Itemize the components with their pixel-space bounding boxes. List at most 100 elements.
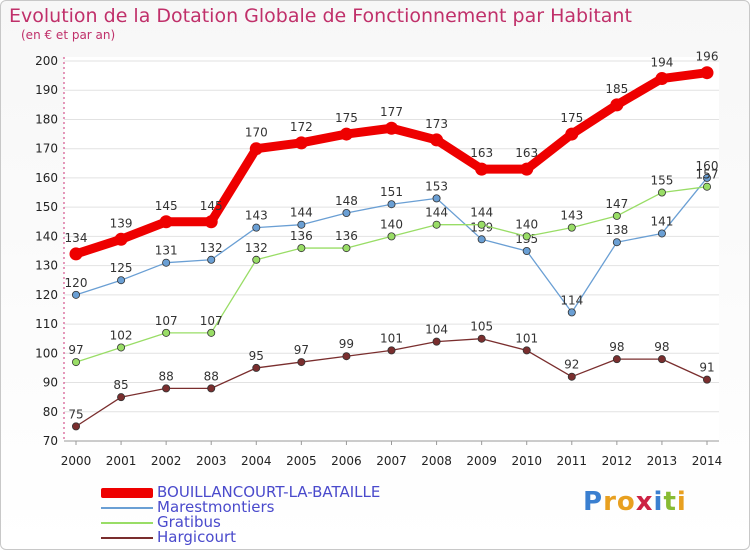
data-point — [432, 337, 441, 346]
data-label: 131 — [155, 244, 178, 258]
logo-letter: P — [583, 487, 604, 517]
data-point — [612, 238, 621, 247]
data-point — [342, 244, 351, 253]
x-tick-label: 2004 — [241, 454, 272, 468]
data-point — [477, 220, 486, 229]
data-label: 105 — [470, 320, 493, 334]
data-point — [703, 375, 712, 384]
data-label: 148 — [335, 194, 358, 208]
data-point — [567, 372, 576, 381]
data-label: 85 — [113, 378, 128, 392]
data-point — [385, 121, 398, 135]
y-tick-label: 140 — [35, 229, 58, 243]
y-tick-label: 70 — [43, 434, 58, 448]
data-point — [252, 363, 261, 372]
data-point — [207, 255, 216, 264]
data-point — [117, 343, 126, 352]
proxiti-logo: Proxiti — [583, 487, 687, 517]
y-tick-label: 190 — [35, 83, 58, 97]
data-point — [162, 258, 171, 267]
data-label: 140 — [380, 217, 403, 231]
data-point — [657, 188, 666, 197]
data-point — [520, 162, 534, 176]
data-label: 99 — [339, 337, 354, 351]
data-label: 136 — [290, 229, 313, 243]
y-tick-label: 100 — [35, 346, 58, 360]
x-tick-label: 2006 — [331, 454, 362, 468]
data-point — [522, 246, 531, 255]
data-point — [387, 232, 396, 241]
data-point — [522, 346, 531, 355]
data-label: 88 — [159, 369, 174, 383]
data-point — [342, 352, 351, 361]
data-point — [342, 208, 351, 217]
legend-label: Marestmontiers — [157, 498, 275, 516]
logo-letter: r — [603, 487, 617, 517]
data-label: 132 — [200, 241, 223, 255]
data-label: 97 — [68, 343, 83, 357]
x-tick-label: 2012 — [602, 454, 633, 468]
data-point — [297, 244, 306, 253]
data-label: 143 — [245, 209, 268, 223]
data-label: 91 — [699, 361, 714, 375]
data-label: 147 — [605, 197, 628, 211]
data-label: 185 — [605, 82, 628, 96]
data-point — [432, 194, 441, 203]
data-point — [432, 220, 441, 229]
data-point — [207, 384, 216, 393]
x-tick-label: 2013 — [647, 454, 678, 468]
data-label: 107 — [200, 314, 223, 328]
data-label: 98 — [609, 340, 624, 354]
data-label: 138 — [605, 223, 628, 237]
data-label: 153 — [425, 179, 448, 193]
data-label: 98 — [654, 340, 669, 354]
y-tick-label: 120 — [35, 288, 58, 302]
x-tick-label: 2001 — [106, 454, 137, 468]
data-point — [114, 232, 128, 246]
logo-letter: i — [653, 487, 664, 517]
x-tick-label: 2010 — [511, 454, 542, 468]
data-point — [69, 247, 83, 261]
x-tick-label: 2009 — [466, 454, 497, 468]
data-label: 114 — [560, 293, 583, 307]
data-label: 143 — [560, 209, 583, 223]
y-tick-label: 200 — [35, 54, 58, 68]
data-point — [612, 355, 621, 364]
data-point — [72, 358, 81, 367]
data-label: 177 — [380, 105, 403, 119]
data-label: 75 — [68, 407, 83, 421]
plot-area — [64, 57, 719, 441]
data-point — [655, 72, 669, 86]
data-point — [430, 133, 444, 147]
data-label: 145 — [200, 199, 223, 213]
data-point — [72, 290, 81, 299]
legend-swatch — [101, 488, 153, 498]
data-point — [703, 182, 712, 191]
data-point — [475, 162, 489, 176]
data-label: 140 — [515, 217, 538, 231]
line-chart: 7080901001101201301401501601701801902002… — [35, 50, 723, 468]
data-point — [297, 358, 306, 367]
chart-subtitle: (en € et par an) — [21, 28, 116, 42]
chart-title: Evolution de la Dotation Globale de Fonc… — [9, 5, 632, 27]
data-label: 175 — [335, 111, 358, 125]
y-tick-label: 170 — [35, 142, 58, 156]
data-point — [297, 220, 306, 229]
data-label: 157 — [696, 168, 719, 182]
legend-swatch — [101, 522, 153, 524]
data-point — [252, 255, 261, 264]
data-point — [567, 223, 576, 232]
legend-label: BOUILLANCOURT-LA-BATAILLE — [157, 483, 381, 501]
data-point — [657, 229, 666, 238]
data-label: 88 — [204, 369, 219, 383]
data-point — [477, 334, 486, 343]
data-point — [249, 142, 263, 156]
data-point — [72, 422, 81, 431]
data-label: 104 — [425, 323, 448, 337]
data-point — [162, 384, 171, 393]
legend-swatch — [101, 507, 153, 509]
x-tick-label: 2014 — [692, 454, 723, 468]
data-point — [387, 200, 396, 209]
data-label: 151 — [380, 185, 403, 199]
x-tick-label: 2003 — [196, 454, 227, 468]
